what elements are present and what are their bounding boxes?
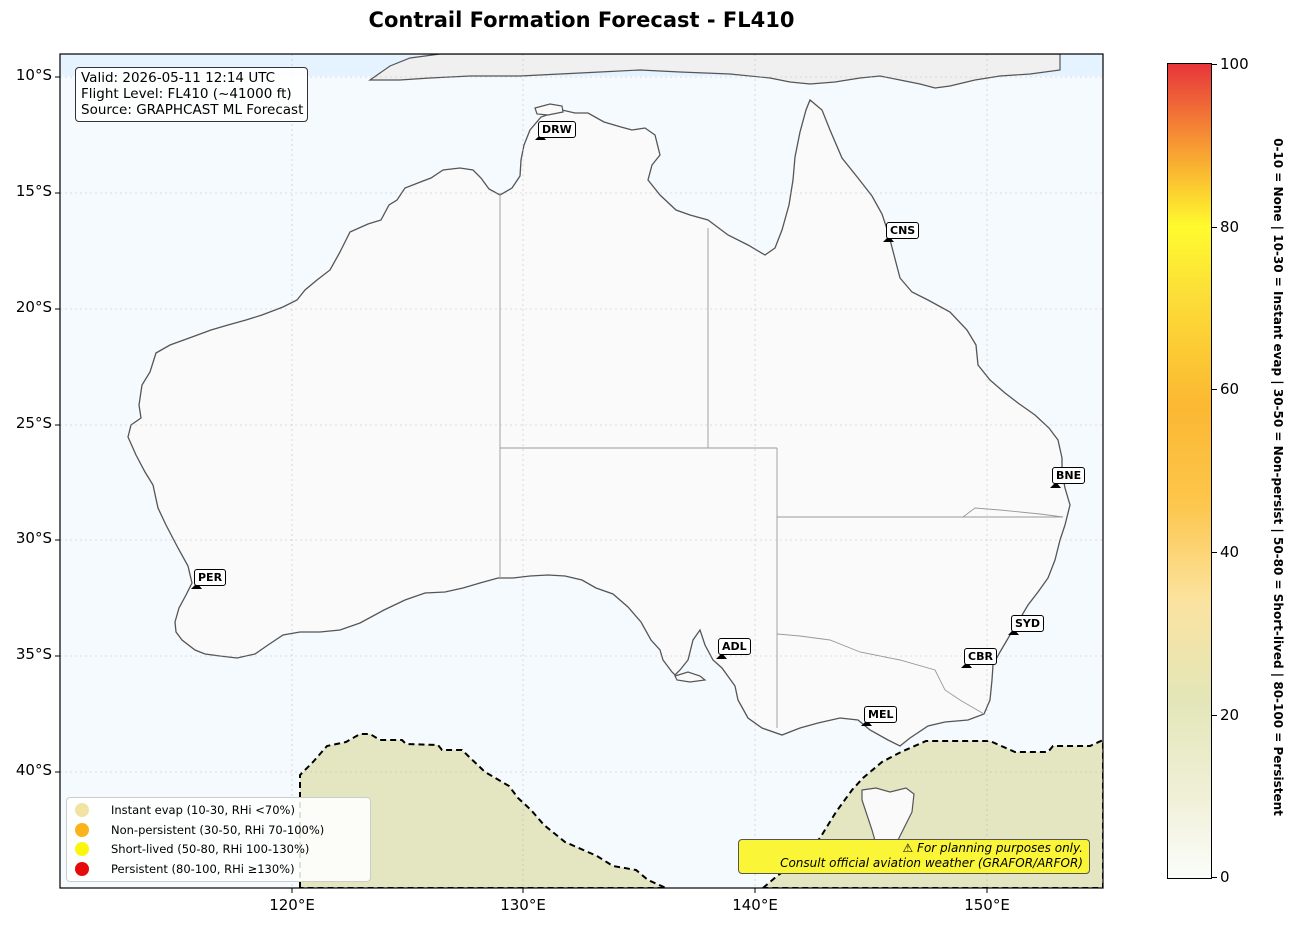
legend-label: Instant evap (10-30, RHi <70%) [111,802,295,817]
colorbar-tick-label: 0 [1220,868,1230,886]
city-label-per[interactable]: PER [194,569,227,586]
colorbar-tick [1211,552,1217,553]
lon-tick-label: 150°E [964,896,1010,914]
melville-island [534,103,564,116]
colorbar-tick [1211,389,1217,390]
colorbar-tick-label: 100 [1220,55,1249,73]
lat-tick-label: 20°S [15,298,52,316]
lat-tick-label: 10°S [15,66,52,84]
legend-item: Persistent (80-100, RHi ≥130%) [75,859,370,879]
colorbar-tick-label: 60 [1220,380,1240,398]
state-borders [499,193,1064,728]
australia-landmass [127,98,1071,747]
colorbar-tick-label: 20 [1220,706,1240,724]
legend-dot-persistent [75,861,89,876]
city-label-adl[interactable]: ADL [718,638,751,655]
city-label-syd[interactable]: SYD [1011,615,1045,632]
colorbar-tick [1211,715,1217,716]
forecast-info-box: Valid: 2026-05-11 12:14 UTC Flight Level… [75,67,309,122]
flight-level: Flight Level: FL410 (~41000 ft) [81,86,292,102]
lat-tick-label: 15°S [15,182,52,200]
valid-time: Valid: 2026-05-11 12:14 UTC [81,70,276,86]
legend-dot-non-persistent [75,822,89,837]
map-frame [59,53,1104,889]
legend-dot-instant-evap [75,802,89,817]
legend-item: Non-persistent (30-50, RHi 70-100%) [75,820,370,840]
colorbar-tick [1211,64,1217,65]
colorbar-tick [1211,877,1217,878]
colorbar [1167,63,1212,879]
legend-label: Non-persistent (30-50, RHi 70-100%) [111,822,325,837]
contrail-zone-southwest [299,733,667,888]
legend-item: Short-lived (50-80, RHi 100-130%) [75,839,370,859]
axis-ticks [55,76,988,893]
colorbar-tick-label: 40 [1220,543,1240,561]
colorbar-tick [1211,227,1217,228]
disclaimer-line: ⚠ For planning purposes only. [902,841,1083,855]
lon-tick-label: 130°E [500,896,546,914]
colorbar-tick-label: 80 [1220,218,1240,236]
lat-tick-label: 30°S [15,529,52,547]
lon-tick-label: 140°E [732,896,778,914]
legend-label: Persistent (80-100, RHi ≥130%) [111,861,295,876]
map-title: Contrail Formation Forecast - FL410 [368,8,795,32]
lat-tick-label: 40°S [15,761,52,779]
disclaimer-box: ⚠ For planning purposes only. Consult of… [738,839,1090,874]
tasmania [861,787,915,849]
new-guinea [368,54,1061,89]
city-label-cns[interactable]: CNS [886,222,920,239]
legend-label: Short-lived (50-80, RHi 100-130%) [111,842,310,857]
legend-dot-short-lived [75,842,89,857]
lat-tick-label: 25°S [15,414,52,432]
kangaroo-island [674,671,707,683]
disclaimer-line: Consult official aviation weather (GRAFO… [780,856,1083,870]
forecast-source: Source: GRAPHCAST ML Forecast [81,102,304,118]
city-label-cbr[interactable]: CBR [964,648,997,665]
colorbar-description: 0-10 = None | 10-30 = Instant evap | 30-… [1271,138,1285,816]
lon-tick-label: 120°E [269,896,315,914]
city-label-mel[interactable]: MEL [864,706,898,723]
city-label-drw[interactable]: DRW [538,121,576,138]
map-legend: Instant evap (10-30, RHi <70%) Non-persi… [66,797,371,882]
map-gridlines [60,54,1103,888]
lat-tick-label: 35°S [15,645,52,663]
city-label-bne[interactable]: BNE [1052,467,1086,484]
legend-item: Instant evap (10-30, RHi <70%) [75,800,370,820]
